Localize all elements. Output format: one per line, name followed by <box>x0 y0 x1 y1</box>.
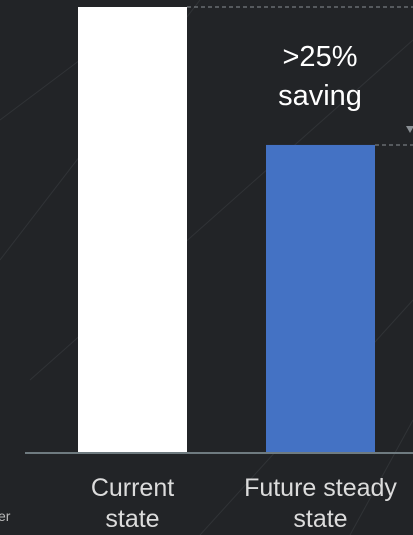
annotation: >25% saving <box>250 38 390 116</box>
bar <box>266 144 375 452</box>
annotation-line: >25% <box>282 41 358 73</box>
x-tick-label: Current state <box>90 474 175 533</box>
x-tick-label: Future steady state <box>244 474 397 533</box>
side-text: er <box>0 508 11 524</box>
annotation-line: saving <box>278 80 362 112</box>
arrow-head <box>406 126 413 133</box>
bar <box>78 7 187 452</box>
